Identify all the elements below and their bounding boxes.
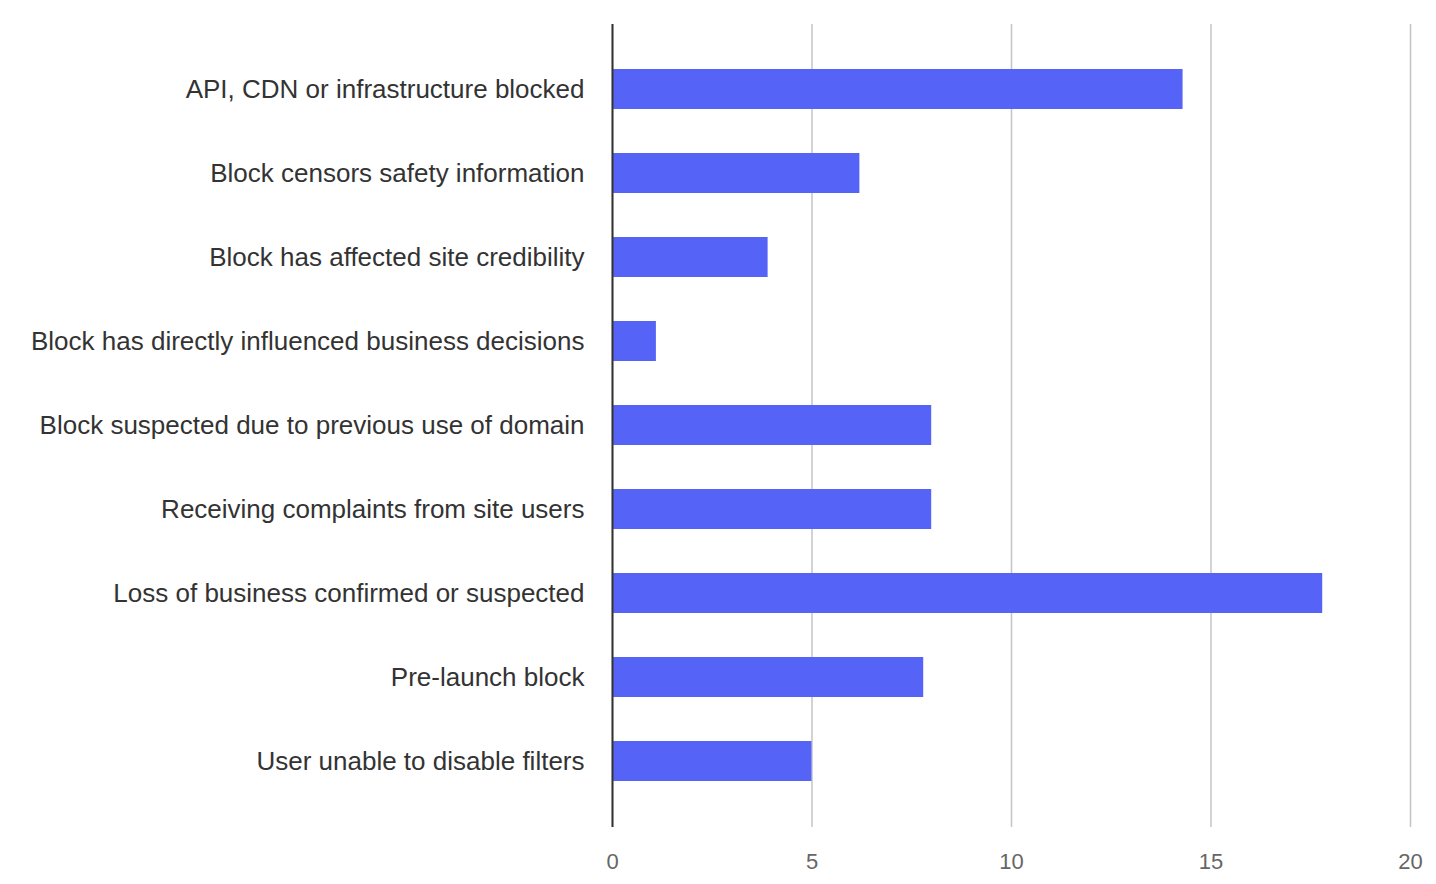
svg-text:Pre-launch block: Pre-launch block	[391, 662, 586, 692]
svg-text:User unable to disable filters: User unable to disable filters	[256, 746, 584, 776]
svg-text:5: 5	[806, 849, 818, 874]
svg-text:20: 20	[1398, 849, 1422, 874]
svg-text:0: 0	[606, 849, 618, 874]
svg-text:Loss of business confirmed or: Loss of business confirmed or suspected	[113, 578, 584, 608]
svg-text:API, CDN or infrastructure blo: API, CDN or infrastructure blocked	[186, 74, 585, 104]
svg-text:Block suspected due to previou: Block suspected due to previous use of d…	[40, 410, 585, 440]
svg-text:Block censors safety informati: Block censors safety information	[210, 158, 584, 188]
svg-text:Receiving complaints from site: Receiving complaints from site users	[161, 494, 584, 524]
svg-text:Block has directly influenced: Block has directly influenced business d…	[31, 326, 585, 356]
svg-text:10: 10	[999, 849, 1023, 874]
svg-text:Block has affected site credib: Block has affected site credibility	[209, 242, 584, 272]
svg-text:15: 15	[1199, 849, 1223, 874]
